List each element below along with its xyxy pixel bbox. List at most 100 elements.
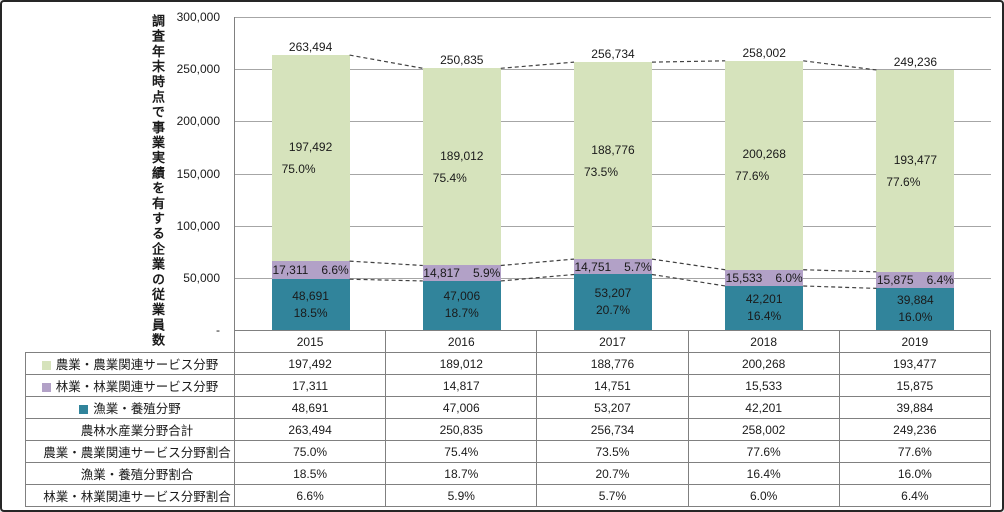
table-cell: 77.6% xyxy=(687,440,840,463)
series-connector-line xyxy=(651,60,726,63)
y-axis-tick: 300,000 xyxy=(176,10,220,24)
bar-total-label-2017: 256,734 xyxy=(591,47,635,62)
table-cell: 15,875 xyxy=(838,374,991,397)
bar-segment-agriculture-2018: 200,268 77.6% xyxy=(725,60,804,270)
table-col-header-2015: 2015 xyxy=(233,330,387,353)
table-row: 農業・農業関連サービス分野割合 75.0% 75.4% 73.5% 77.6% 77.6% xyxy=(25,440,991,463)
table-cell: 47,006 xyxy=(385,396,538,419)
segment-value-label: 47,006 xyxy=(443,289,481,304)
bar-total-label-2019: 249,236 xyxy=(893,54,938,69)
table-row: 農林水産業分野合計 263,494 250,835 256,734 258,002 249… xyxy=(25,418,991,441)
table-cell: 15,533 xyxy=(687,374,840,397)
table-cell: 14,817 xyxy=(385,374,538,397)
table-row-label: 林業・林業関連サービス分野割合 xyxy=(25,484,235,507)
bar-total-label-2015: 263,494 xyxy=(288,40,333,55)
bar-segment-fisheries-2018: 42,201 16.4% xyxy=(725,285,804,330)
bar-segment-forestry-2018: 15,533 6.0% xyxy=(725,269,804,286)
y-axis-tick: - xyxy=(216,323,220,337)
y-axis-tick: 150,000 xyxy=(176,166,220,181)
segment-value-label: 197,492 xyxy=(288,140,333,155)
table-cell: 189,012 xyxy=(385,352,538,375)
series-connector-line xyxy=(349,54,423,69)
series-connector-line xyxy=(651,273,726,287)
bar-segment-forestry-2017: 14,751 5.7% xyxy=(574,259,652,275)
table-row-label: 漁業・養殖分野割合 xyxy=(25,462,235,485)
segment-value-label: 14,751 xyxy=(574,259,612,274)
legend-swatch xyxy=(41,361,51,370)
segment-pct-label: 5.9% xyxy=(472,266,501,281)
table-header-spacer xyxy=(26,331,235,353)
bar-segment-agriculture-2016: 189,012 75.4% xyxy=(422,68,501,266)
segment-value-label: 15,875 xyxy=(876,273,914,288)
y-axis-tick: 50,000 xyxy=(183,270,220,285)
table-cell: 16.0% xyxy=(838,462,991,485)
table-cell: 42,201 xyxy=(687,396,840,419)
table-cell: 193,477 xyxy=(838,352,991,375)
segment-pct-label: 18.5% xyxy=(293,305,328,320)
y-axis-tick: 250,000 xyxy=(176,62,220,77)
table-row-label: 農業・農業関連サービス分野割合 xyxy=(25,440,235,463)
table-cell: 73.5% xyxy=(536,440,689,463)
series-connector-line xyxy=(500,273,575,282)
table-header-row: 2015 2016 2017 2018 2019 xyxy=(26,330,991,353)
series-connector-line xyxy=(803,285,877,289)
table-cell: 256,734 xyxy=(536,418,689,441)
segment-value-label: 17,311 xyxy=(272,263,309,278)
table-row-label: 農業・農業関連サービス分野 xyxy=(25,352,235,375)
bar-segment-fisheries-2015: 48,691 18.5% xyxy=(271,279,350,330)
bar-segment-agriculture-2017: 188,776 73.5% xyxy=(574,62,652,260)
table-col-header-2018: 2018 xyxy=(687,330,840,353)
table-cell: 6.6% xyxy=(233,484,387,507)
table-row: 林業・林業関連サービス分野割合 6.6% 5.9% 5.7% 6.0% 6.4% xyxy=(25,484,991,507)
series-connector-line xyxy=(349,278,423,282)
segment-value-label: 200,268 xyxy=(742,147,786,162)
table-cell: 6.0% xyxy=(687,484,840,507)
table-cell: 18.5% xyxy=(233,462,387,485)
segment-value-label: 53,207 xyxy=(594,286,632,301)
table-row: 農業・農業関連サービス分野 197,492 189,012 188,776 200,26… xyxy=(25,352,991,375)
table-row: 林業・林業関連サービス分野 17,311 14,817 14,751 15,533 15,… xyxy=(25,374,991,397)
table-row: 漁業・養殖分野割合 18.5% 18.7% 20.7% 16.4% 16.0% xyxy=(25,462,991,485)
table-row-label: 農林水産業分野合計 xyxy=(25,418,235,441)
bar-segment-agriculture-2015: 197,492 75.0% xyxy=(271,55,350,262)
table-cell: 75.4% xyxy=(385,440,538,463)
table-row: 漁業・養殖分野 48,691 47,006 53,207 42,201 39,884 xyxy=(25,396,991,419)
gridline xyxy=(235,17,991,18)
table-row-label: 漁業・養殖分野 xyxy=(25,396,235,419)
table-cell: 20.7% xyxy=(536,462,689,485)
table-cell: 6.4% xyxy=(838,484,991,507)
series-connector-lines xyxy=(349,54,877,289)
legend-swatch xyxy=(79,405,89,414)
y-axis-title: 調査年末時点で事業実績を有する企業の従業員数 xyxy=(150,14,165,349)
segment-value-label: 188,776 xyxy=(591,142,635,157)
data-table: 2015 2016 2017 2018 2019 農業・農業関連サービス分野 197,492… xyxy=(25,330,991,507)
series-connector-line xyxy=(349,260,423,267)
series-connector-line xyxy=(803,269,877,273)
bar-total-label-2018: 258,002 xyxy=(742,45,786,60)
bar-segment-fisheries-2019: 39,884 16.0% xyxy=(876,288,955,330)
series-connector-line xyxy=(651,258,726,271)
segment-pct-label: 5.7% xyxy=(624,259,652,274)
table-cell: 77.6% xyxy=(838,440,991,463)
segment-value-label: 15,533 xyxy=(725,270,763,285)
bar-segment-agriculture-2019: 193,477 77.6% xyxy=(876,69,955,272)
bar-segment-fisheries-2016: 47,006 18.7% xyxy=(422,280,501,330)
bar-segment-forestry-2019: 15,875 6.4% xyxy=(876,271,955,289)
table-cell: 17,311 xyxy=(233,374,387,397)
bar-segment-fisheries-2017: 53,207 20.7% xyxy=(574,274,652,330)
table-cell: 75.0% xyxy=(233,440,387,463)
segment-pct-label: 77.6% xyxy=(886,174,921,189)
segment-pct-label: 16.0% xyxy=(898,310,933,325)
series-connector-line xyxy=(803,60,877,71)
table-cell: 200,268 xyxy=(687,352,840,375)
segment-pct-label: 73.5% xyxy=(583,164,619,179)
segment-pct-label: 6.0% xyxy=(775,270,803,285)
segment-pct-label: 6.6% xyxy=(321,263,349,278)
table-cell: 263,494 xyxy=(233,418,387,441)
series-connector-line xyxy=(500,61,575,69)
segment-value-label: 48,691 xyxy=(292,288,329,303)
table-cell: 188,776 xyxy=(536,352,689,375)
segment-pct-label: 77.6% xyxy=(735,169,770,184)
table-col-header-2016: 2016 xyxy=(385,330,538,353)
